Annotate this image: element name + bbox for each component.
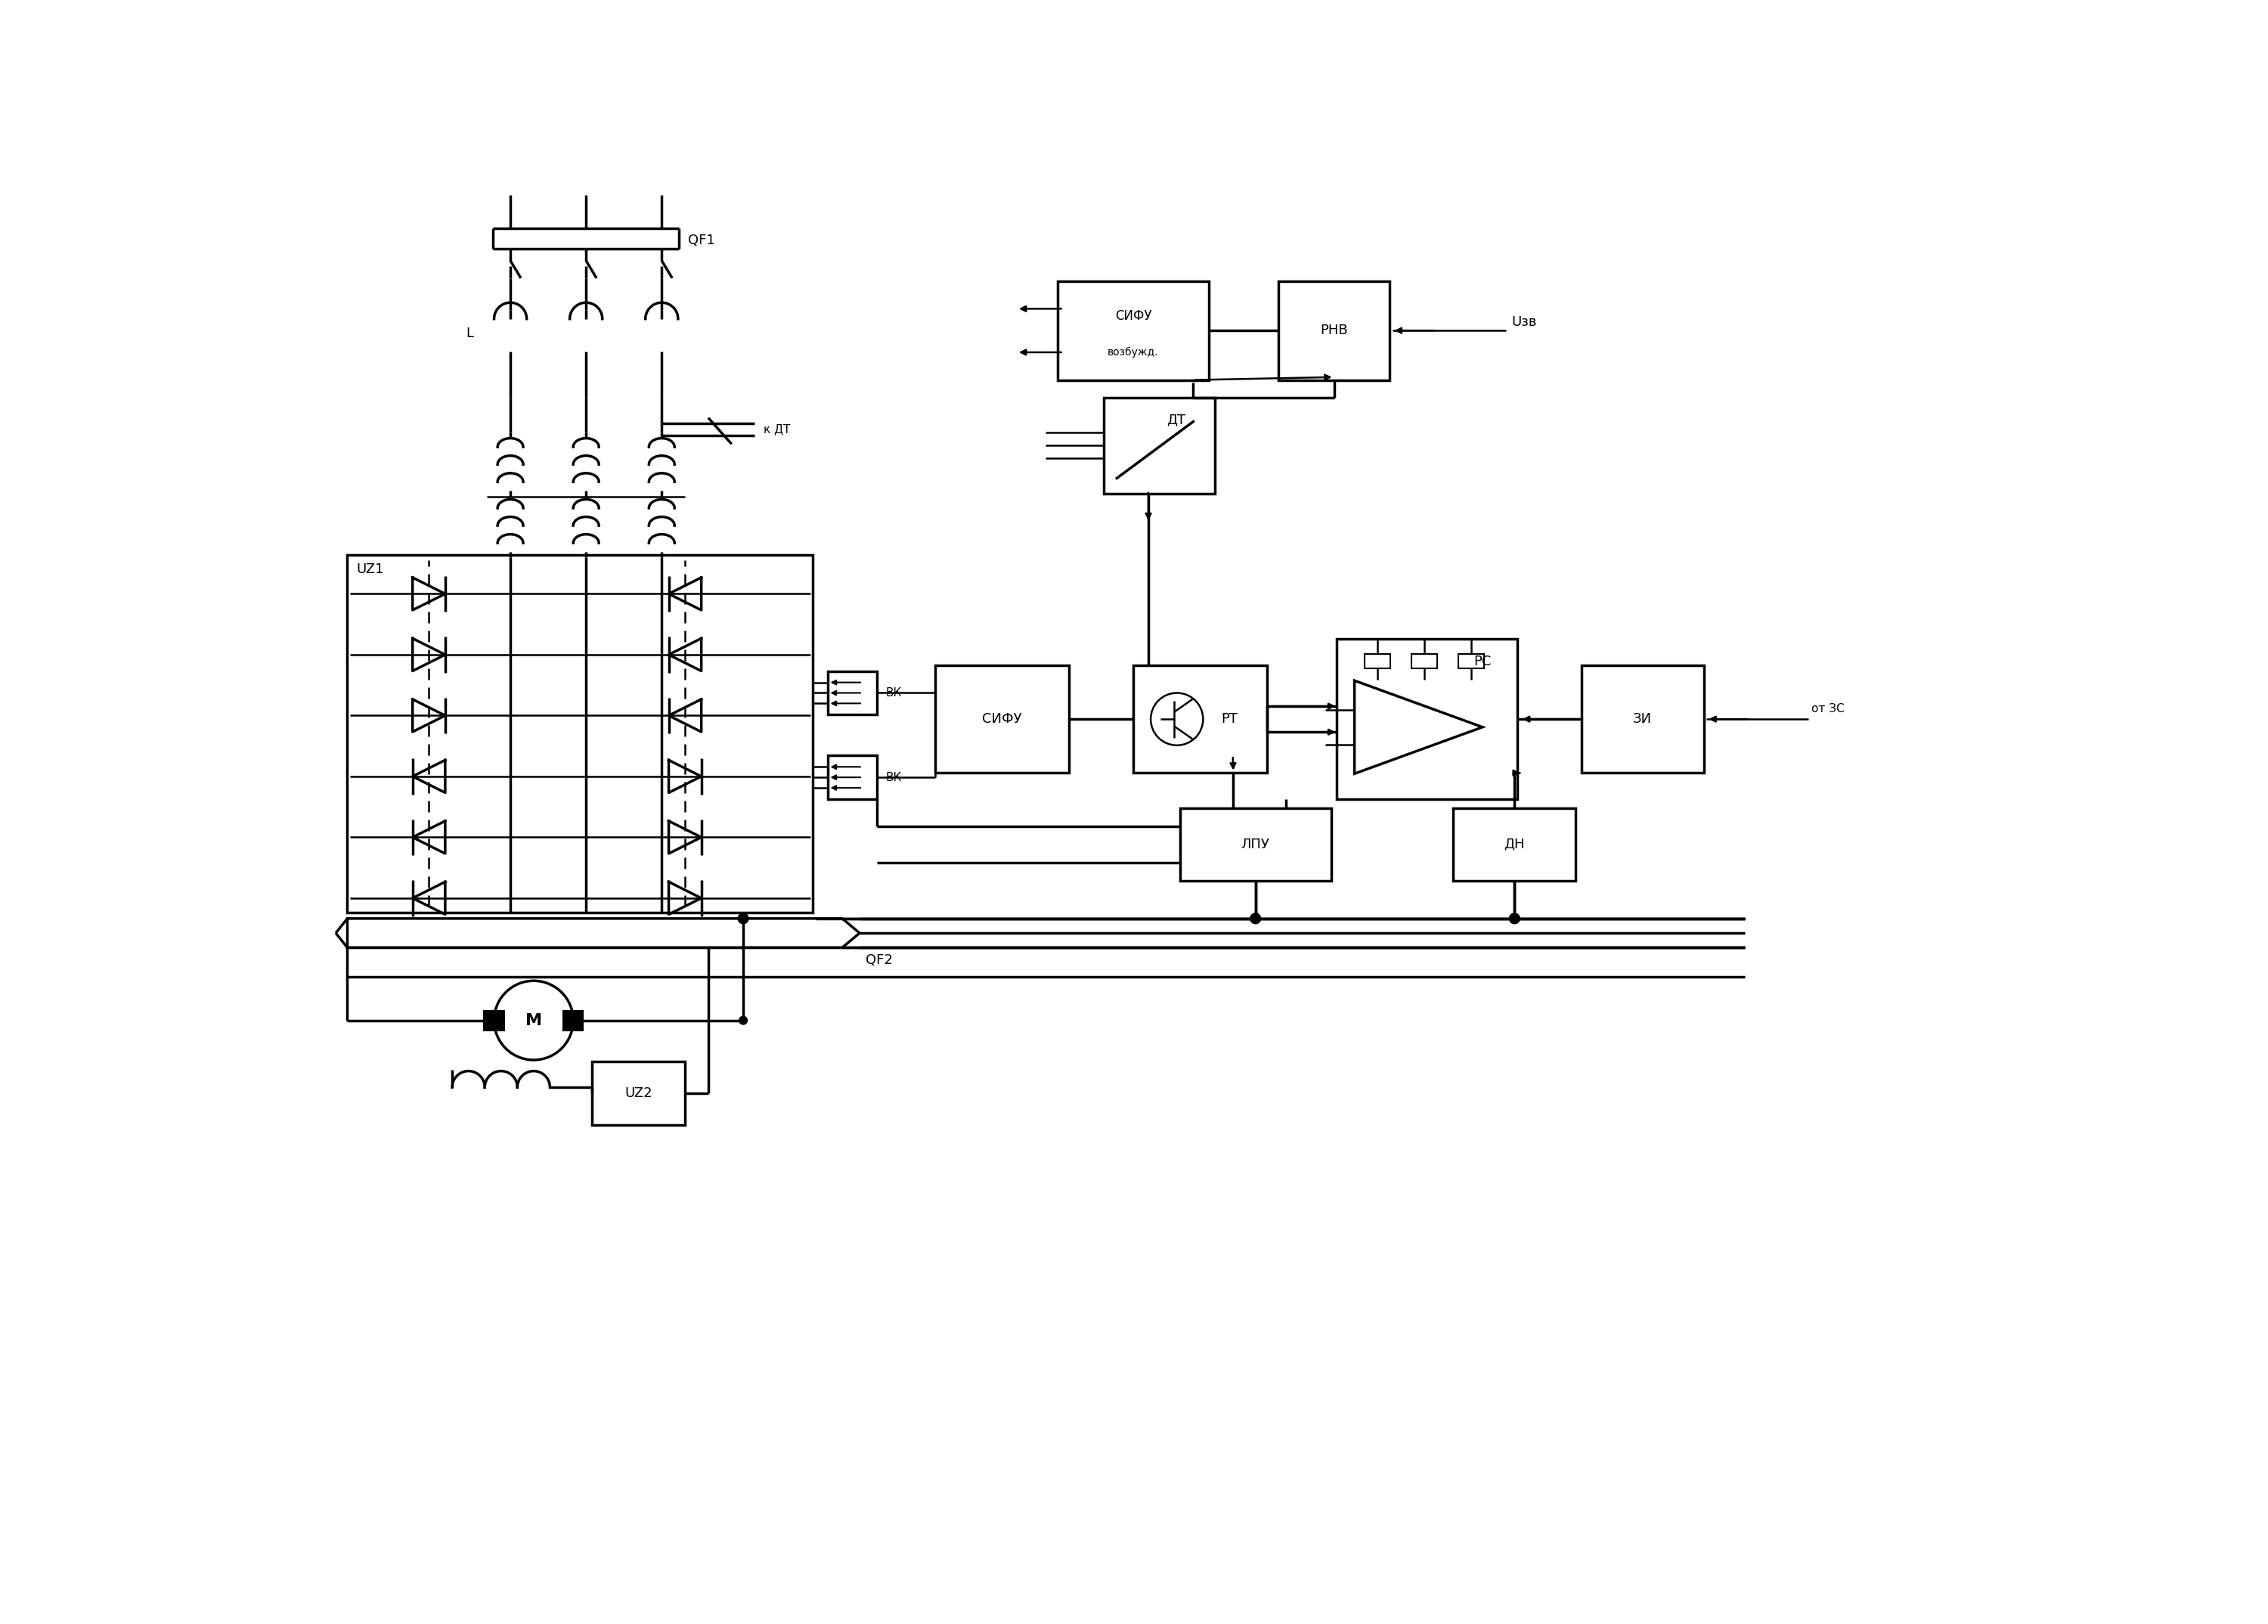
Bar	[1336, 640, 1517, 799]
Polygon shape	[347, 919, 860, 948]
Text: Uзв: Uзв	[1510, 315, 1538, 328]
Text: возбужд.: возбужд.	[1107, 348, 1159, 357]
Circle shape	[739, 1017, 746, 1025]
Bar	[483, 1010, 503, 1030]
Text: ДН: ДН	[1504, 838, 1524, 851]
Bar	[828, 671, 878, 715]
Bar	[592, 1060, 685, 1125]
Circle shape	[1508, 913, 1520, 924]
Bar	[1581, 666, 1703, 773]
Text: QF2: QF2	[866, 953, 894, 966]
Bar	[1279, 281, 1390, 380]
Bar	[562, 1010, 583, 1030]
Bar	[1179, 807, 1331, 880]
Text: СИФУ: СИФУ	[1116, 309, 1152, 323]
Text: M: M	[526, 1013, 542, 1028]
Bar	[934, 666, 1068, 773]
Text: ДТ: ДТ	[1166, 412, 1186, 427]
Text: СИФУ: СИФУ	[982, 713, 1023, 726]
Text: QF1: QF1	[687, 234, 714, 247]
Text: от ЗС: от ЗС	[1812, 703, 1844, 715]
Bar	[1411, 653, 1438, 667]
Bar	[828, 755, 878, 799]
Bar	[1134, 666, 1268, 773]
Text: ВК: ВК	[887, 771, 903, 783]
Text: РТ: РТ	[1222, 713, 1238, 726]
Text: к ДТ: к ДТ	[764, 424, 789, 435]
Bar	[1057, 281, 1209, 380]
Bar	[1454, 807, 1576, 880]
Circle shape	[737, 913, 748, 924]
Text: РНВ: РНВ	[1320, 323, 1347, 338]
Text: L: L	[465, 326, 474, 341]
Text: ВК: ВК	[887, 687, 903, 698]
Polygon shape	[1354, 680, 1483, 773]
Circle shape	[1250, 913, 1261, 924]
Bar	[347, 555, 812, 913]
Text: UZ2: UZ2	[624, 1086, 653, 1099]
Text: ЗИ: ЗИ	[1633, 713, 1651, 726]
Bar	[1365, 653, 1390, 667]
Text: РС: РС	[1474, 654, 1492, 667]
Bar	[1458, 653, 1483, 667]
Text: UZ1: UZ1	[356, 562, 383, 577]
Bar	[1105, 398, 1216, 494]
Text: ЛПУ: ЛПУ	[1241, 838, 1270, 851]
